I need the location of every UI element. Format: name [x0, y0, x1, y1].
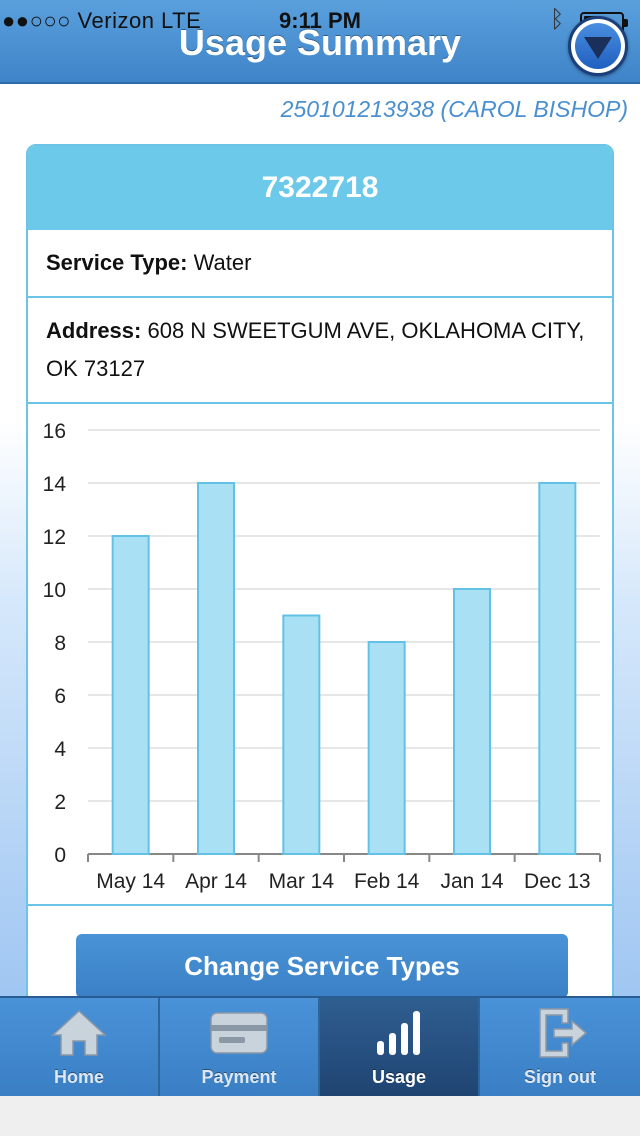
usage-bar: [197, 482, 235, 855]
y-tick-label: 6: [54, 685, 66, 708]
bottom-strip: [0, 1096, 640, 1136]
service-type-row: Service Type: Water: [28, 230, 612, 298]
page-title: Usage Summary: [178, 22, 462, 63]
y-tick-label: 10: [43, 579, 66, 602]
address-row: Address: 608 N SWEETGUM AVE, OKLAHOMA CI…: [28, 298, 612, 404]
y-tick-label: 16: [43, 420, 66, 443]
tab-sign-out[interactable]: Sign out: [480, 998, 640, 1096]
y-tick-label: 2: [54, 791, 66, 814]
y-tick-label: 12: [43, 526, 66, 549]
x-tick-label: Dec 13: [524, 870, 591, 893]
credit-card-icon: [210, 1012, 268, 1054]
usage-bar: [538, 482, 577, 855]
home-icon: [51, 1009, 107, 1056]
tab-home-label: Home: [53, 1067, 104, 1087]
tab-usage[interactable]: Usage: [320, 998, 480, 1096]
usage-bar: [282, 614, 321, 855]
navigation-bar: ●●○○○ Verizon LTE 9:11 PM ᛒ Usage Summar…: [0, 0, 640, 84]
bluetooth-icon: ᛒ: [550, 6, 565, 33]
meter-number: 7322718: [28, 146, 612, 230]
usage-bar: [453, 588, 491, 855]
account-label[interactable]: 250101213938 (CAROL BISHOP): [280, 96, 628, 122]
tab-home[interactable]: Home: [0, 998, 160, 1096]
change-service-types-button[interactable]: Change Service Types: [76, 934, 568, 998]
service-type-value: Water: [193, 250, 252, 275]
usage-bar: [111, 535, 150, 855]
x-tick-label: Feb 14: [354, 870, 420, 893]
y-tick-label: 14: [43, 473, 67, 496]
x-tick-label: Jan 14: [440, 870, 503, 893]
sign-out-icon: [539, 1008, 588, 1058]
tab-usage-label: Usage: [371, 1067, 427, 1087]
y-tick-label: 0: [54, 844, 66, 867]
y-tick-label: 4: [54, 738, 66, 761]
chevron-down-circle-icon: [575, 23, 621, 69]
carrier-signal: ●●○○○ Verizon LTE: [2, 8, 202, 33]
usage-bar: [367, 641, 406, 855]
y-tick-label: 8: [54, 632, 66, 655]
address-label: Address:: [46, 318, 142, 343]
tab-sign-out-label: Sign out: [524, 1067, 596, 1087]
usage-bar-chart: 0 2 4 6 8 10 12 14 16 May 14 Apr 14 Mar 14 Feb 14 Jan…: [43, 420, 601, 893]
tab-payment-label: Payment: [201, 1067, 277, 1087]
x-tick-label: May 14: [96, 870, 165, 893]
x-tick-label: Mar 14: [269, 870, 335, 893]
x-tick-label: Apr 14: [185, 870, 247, 893]
usage-card: 7322718 Service Type: Water Address: 608…: [26, 144, 614, 1004]
tab-bar: Home Payment Usage Sign out: [0, 996, 640, 1096]
bar-chart-icon: [377, 1011, 420, 1055]
menu-dropdown-button[interactable]: [568, 16, 628, 76]
service-type-label: Service Type:: [46, 250, 188, 275]
address-value: 608 N SWEETGUM AVE, OKLAHOMA CITY, OK 73…: [46, 318, 585, 381]
usage-chart: 0 2 4 6 8 10 12 14 16 May 14 Apr 14 Mar 14 Feb 14 Jan…: [28, 404, 612, 906]
tab-payment[interactable]: Payment: [160, 998, 320, 1096]
status-time: 9:11 PM: [279, 8, 361, 33]
